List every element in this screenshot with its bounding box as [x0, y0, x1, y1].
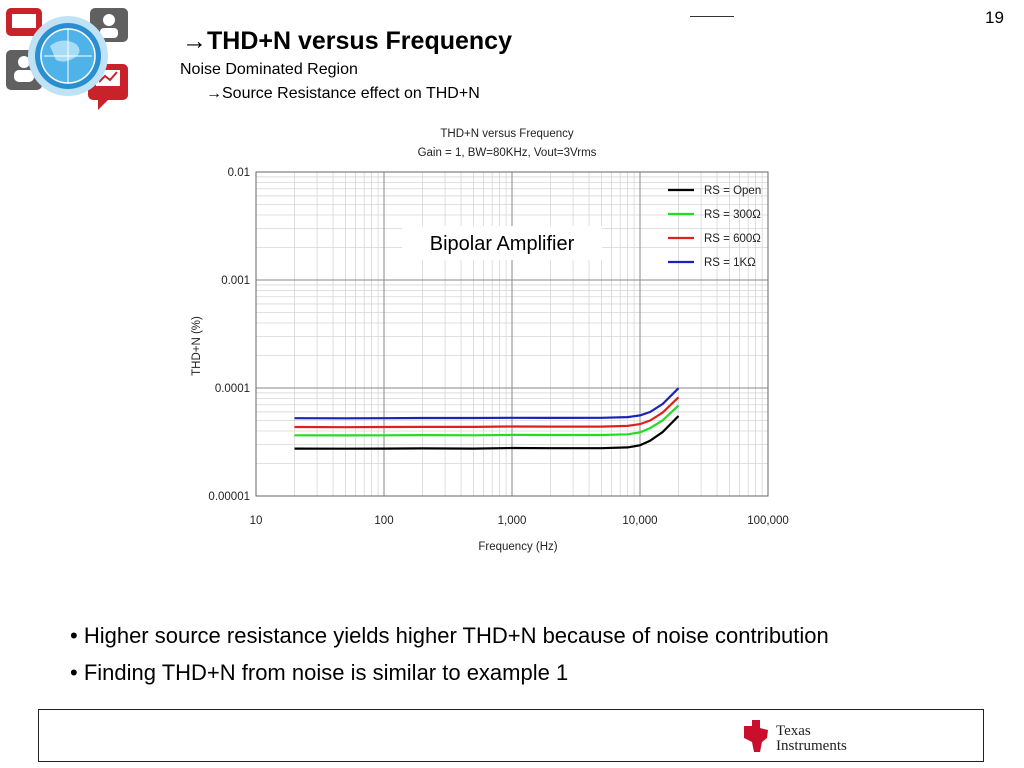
footer-box — [38, 709, 984, 762]
y-tick-label: 0.0001 — [215, 383, 250, 395]
bullet-list: • Higher source resistance yields higher… — [70, 617, 829, 691]
page-number: 19 — [985, 8, 1004, 27]
texas-instruments-logo: Texas Instruments — [744, 720, 847, 754]
plot-frame — [255, 171, 769, 497]
legend-label: RS = 1KΩ — [704, 257, 756, 269]
arrow-icon: → — [206, 85, 222, 102]
svg-text:Instruments: Instruments — [776, 738, 847, 754]
series-line — [294, 396, 680, 429]
bullet-item: • Higher source resistance yields higher… — [70, 623, 829, 648]
y-axis-label: THD+N (%) — [191, 316, 203, 376]
slide-subheading-text: Source Resistance effect on THD+N — [222, 85, 480, 102]
x-tick-label: 1,000 — [498, 515, 527, 527]
slide-title: →THD+N versus Frequency — [182, 27, 512, 56]
slide-subheading: →Source Resistance effect on THD+N — [206, 85, 480, 103]
y-tick-label: 0.001 — [221, 275, 250, 287]
x-tick-label: 100,000 — [747, 515, 789, 527]
annotation-label: Bipolar Amplifier — [430, 233, 575, 255]
top-divider — [690, 16, 734, 17]
x-tick-label: 10 — [250, 515, 263, 527]
slide-title-text: THD+N versus Frequency — [207, 27, 512, 55]
series-line — [294, 404, 680, 437]
x-axis-label: Frequency (Hz) — [478, 541, 557, 553]
slide-subtitle: Noise Dominated Region — [180, 61, 358, 78]
y-tick-label: 0.00001 — [208, 491, 250, 503]
y-tick-label: 0.01 — [228, 167, 250, 179]
x-tick-label: 10,000 — [622, 515, 657, 527]
legend-label: RS = 600Ω — [704, 233, 761, 245]
ti-logo-line1: Texas — [776, 723, 811, 739]
series-line — [294, 415, 680, 450]
annotation-box — [402, 226, 602, 260]
legend-label: RS = 300Ω — [704, 209, 761, 221]
chart-title: THD+N versus Frequency — [440, 128, 573, 140]
thd-frequency-chart: THD+N versus Frequency Gain = 1, BW=80KHz… — [191, 128, 789, 553]
ti-logo-line2: Instruments — [776, 738, 847, 754]
series-line — [294, 387, 680, 420]
svg-text:Texas: Texas — [776, 723, 811, 739]
legend-label: RS = Open — [704, 185, 761, 197]
presentation-logo-icon — [6, 8, 128, 110]
bullet-item: • Finding THD+N from noise is similar to… — [70, 660, 569, 685]
chart-subtitle: Gain = 1, BW=80KHz, Vout=3Vrms — [418, 147, 597, 159]
x-tick-label: 100 — [374, 515, 393, 527]
arrow-icon: → — [182, 27, 207, 55]
